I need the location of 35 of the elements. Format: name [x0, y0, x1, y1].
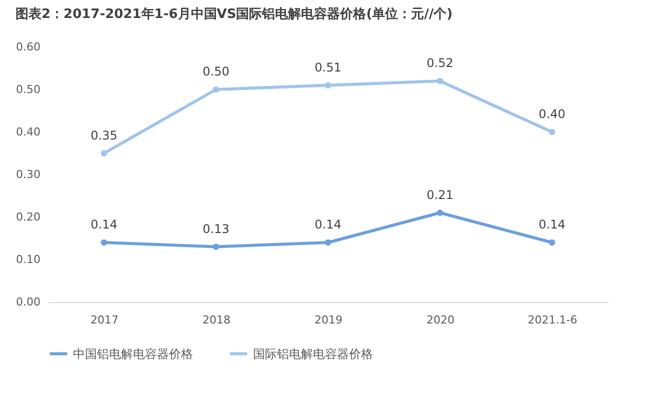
data-label: 0.50 [202, 64, 230, 78]
point [548, 239, 556, 246]
point [212, 86, 220, 93]
y-tick-label: 0.60 [16, 40, 40, 54]
point [324, 239, 332, 246]
y-tick-label: 0.20 [16, 210, 40, 224]
point [436, 78, 444, 84]
y-tick-label: 0.10 [16, 253, 40, 266]
point [100, 150, 108, 156]
y-tick-label: 0.40 [16, 126, 40, 138]
data-label: 0.14 [314, 218, 342, 232]
data-label: 0.14 [90, 218, 118, 232]
y-tick-label: 0.50 [16, 83, 40, 96]
x-tick-label: 2019 [314, 314, 342, 326]
data-label: 0.40 [538, 107, 566, 121]
y-tick-label: 0.00 [16, 296, 40, 308]
data-label: 0.52 [426, 56, 454, 70]
legend-label: 国际铝电解电容器价格 [253, 346, 373, 361]
legend-label: 中国铝电解电容器价格 [73, 346, 193, 361]
data-label: 0.14 [538, 218, 566, 232]
data-label: 0.35 [90, 128, 118, 142]
point [100, 239, 108, 246]
x-tick-label: 2021.1-6 [528, 314, 578, 326]
data-label: 0.13 [202, 222, 230, 236]
data-label: 0.51 [314, 60, 342, 74]
x-tick-label: 2018 [202, 314, 230, 326]
point [212, 244, 220, 250]
point [324, 82, 332, 88]
point [436, 210, 444, 216]
x-tick-label: 2017 [90, 314, 118, 326]
chart-title: 图表2：2017-2021年1-6月中国VS国际铝电解电容器价格(单位：元//个) [16, 6, 453, 22]
data-label: 0.21 [426, 188, 454, 202]
y-tick-label: 0.30 [16, 168, 40, 181]
x-tick-label: 2020 [426, 314, 454, 326]
point [548, 128, 556, 136]
